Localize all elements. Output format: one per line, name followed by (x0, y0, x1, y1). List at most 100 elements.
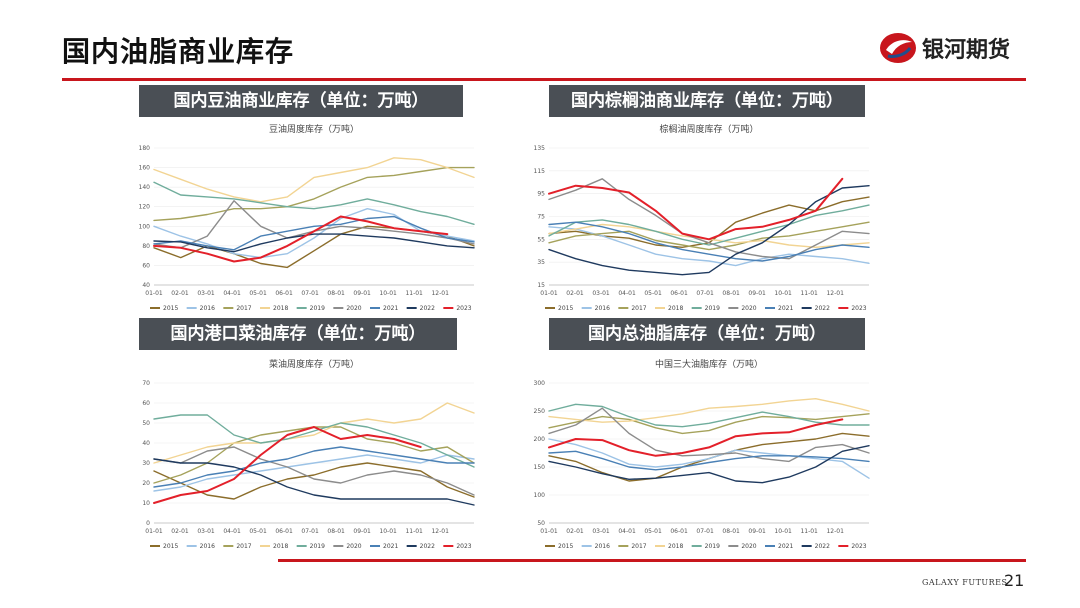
series-line-2016 (548, 226, 870, 267)
legend-label-2021: 2021 (383, 543, 398, 550)
series-line-2022 (153, 458, 475, 506)
y-tick-label: 30 (142, 460, 150, 467)
series-line-2015 (153, 462, 475, 500)
y-tick-label: 115 (534, 168, 546, 175)
y-tick-label: 35 (537, 259, 545, 266)
panel-label-palm-oil: 国内棕榈油商业库存（单位：万吨） (549, 85, 865, 117)
x-tick-label: 11-01 (405, 528, 423, 535)
y-tick-label: 120 (139, 204, 151, 211)
y-tick-label: 60 (142, 400, 150, 407)
legend-label-2015: 2015 (163, 543, 178, 550)
legend-label-2019: 2019 (310, 543, 325, 550)
y-tick-label: 160 (139, 165, 151, 172)
legend-label-2016: 2016 (595, 305, 610, 312)
x-tick-label: 10-01 (774, 290, 792, 297)
total-oils-inventory-chart: 中国三大油脂库存（万吨） 50 100 150 200 250 300 01-01 02-01 0… (534, 358, 870, 550)
y-tick-label: 10 (142, 500, 150, 507)
x-tick-label: 12-01 (826, 528, 844, 535)
panel-label-soybean-oil: 国内豆油商业库存（单位：万吨） (139, 85, 463, 117)
y-tick-label: 60 (142, 262, 150, 269)
x-tick-label: 01-01 (145, 528, 163, 535)
legend-label-2017: 2017 (236, 543, 251, 550)
legend-label-2021: 2021 (383, 305, 398, 312)
series-line-2020 (153, 200, 475, 249)
y-tick-label: 140 (139, 184, 151, 191)
series-line-2018 (548, 223, 870, 248)
y-tick-label: 200 (534, 436, 546, 443)
page-number: 21 (1004, 571, 1025, 590)
chart-title: 菜油周度库存（万吨） (269, 358, 359, 370)
x-tick-label: 07-01 (301, 528, 319, 535)
x-tick-label: 07-01 (301, 290, 319, 297)
galaxy-futures-logo: 银河期货 (878, 28, 1038, 68)
x-tick-label: 06-01 (670, 528, 688, 535)
legend-label-2020: 2020 (346, 543, 361, 550)
x-tick-label: 11-01 (800, 290, 818, 297)
series-line-2018 (153, 157, 475, 203)
legend-label-2017: 2017 (236, 305, 251, 312)
palm-oil-inventory-chart: 棕榈油周度库存（万吨） 15 35 55 75 95 115 135 01-01 02-01 03-… (534, 123, 870, 312)
series-line-2018 (548, 398, 870, 423)
legend-label-2023: 2023 (456, 543, 471, 550)
x-tick-label: 02-01 (566, 290, 584, 297)
title-divider (62, 78, 1026, 81)
series-line-2021 (153, 446, 475, 488)
series-line-2017 (548, 221, 870, 251)
x-tick-label: 03-01 (197, 528, 215, 535)
rapeseed-oil-inventory-chart: 菜油周度库存（万吨） 0 10 20 30 40 50 60 70 01-01 02-01 03-01… (142, 358, 475, 550)
x-tick-label: 03-01 (592, 528, 610, 535)
x-tick-label: 05-01 (249, 528, 267, 535)
series-line-2021 (548, 450, 870, 471)
series-line-2022 (153, 233, 475, 253)
x-tick-label: 09-01 (748, 528, 766, 535)
series-line-2017 (548, 413, 870, 435)
x-tick-label: 01-01 (540, 528, 558, 535)
x-tick-label: 12-01 (826, 290, 844, 297)
x-tick-label: 01-01 (145, 290, 163, 297)
panel-label-total-oils: 国内总油脂库存（单位：万吨） (549, 318, 865, 350)
x-tick-label: 02-01 (566, 528, 584, 535)
x-tick-label: 04-01 (618, 528, 636, 535)
x-tick-label: 09-01 (353, 290, 371, 297)
x-tick-label: 02-01 (171, 290, 189, 297)
series-line-2023 (153, 215, 449, 263)
y-tick-label: 250 (534, 408, 546, 415)
legend-label-2023: 2023 (456, 305, 471, 312)
series-line-2017 (153, 166, 475, 222)
x-tick-label: 05-01 (644, 528, 662, 535)
legend-label-2018: 2018 (668, 305, 683, 312)
legend-label-2019: 2019 (705, 305, 720, 312)
series-line-2020 (548, 407, 870, 463)
x-tick-label: 02-01 (171, 528, 189, 535)
x-tick-label: 06-01 (670, 290, 688, 297)
series-line-2020 (548, 178, 870, 260)
series-line-2023 (548, 418, 844, 457)
soybean-oil-inventory-chart: 豆油周度库存（万吨） 40 60 80 100 120 140 160 180 01-01 02-0… (139, 123, 475, 312)
x-tick-label: 11-01 (800, 528, 818, 535)
y-tick-label: 100 (139, 223, 151, 230)
series-line-2019 (153, 181, 475, 225)
footer-brand: GALAXY FUTURES (922, 578, 1008, 587)
y-tick-label: 40 (142, 440, 150, 447)
legend-label-2021: 2021 (778, 305, 793, 312)
legend-label-2016: 2016 (595, 543, 610, 550)
series-line-2019 (153, 414, 475, 468)
x-tick-label: 10-01 (774, 528, 792, 535)
x-tick-label: 04-01 (223, 528, 241, 535)
legend-label-2020: 2020 (741, 543, 756, 550)
y-tick-label: 80 (142, 243, 150, 250)
y-tick-label: 300 (534, 380, 546, 387)
y-tick-label: 75 (537, 214, 545, 221)
legend-label-2015: 2015 (163, 305, 178, 312)
legend-label-2022: 2022 (420, 305, 435, 312)
x-tick-label: 11-01 (405, 290, 423, 297)
x-tick-label: 03-01 (592, 290, 610, 297)
y-tick-label: 50 (537, 520, 545, 527)
chart-title: 棕榈油周度库存（万吨） (659, 123, 758, 135)
x-tick-label: 05-01 (249, 290, 267, 297)
logo-emblem-icon (880, 33, 916, 63)
series-line-2021 (153, 215, 475, 251)
legend-label-2019: 2019 (705, 543, 720, 550)
y-tick-label: 40 (142, 282, 150, 289)
series-line-2018 (153, 402, 475, 464)
